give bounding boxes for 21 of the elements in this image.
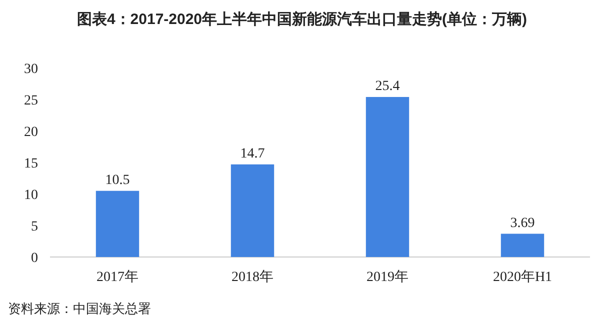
data-label: 14.7: [240, 146, 265, 162]
y-tick-label: 5: [31, 219, 38, 234]
x-tick-label: 2017年: [96, 269, 138, 285]
y-tick-label: 15: [24, 156, 38, 172]
bar: [500, 234, 544, 257]
y-tick-label: 0: [31, 250, 38, 266]
x-tick-label: 2019年: [366, 269, 408, 285]
bar: [96, 190, 140, 257]
x-tick-label: 2020年H1: [492, 269, 552, 285]
bar: [366, 96, 410, 257]
y-tick-label: 20: [24, 124, 38, 140]
data-label: 10.5: [105, 172, 130, 188]
text: 资料来源：中国海关总署: [8, 301, 151, 316]
y-tick-label: 30: [24, 62, 38, 77]
data-label: 3.69: [510, 216, 535, 231]
y-tick-label: 25: [24, 93, 38, 108]
x-tick-label: 2018年: [232, 269, 274, 285]
y-tick-label: 10: [24, 188, 38, 203]
data-label: 25.4: [375, 78, 400, 94]
chart-title: 图表4：2017-2020年上半年中国新能源汽车出口量走势(单位：万辆): [76, 10, 528, 28]
bar: [230, 164, 274, 257]
